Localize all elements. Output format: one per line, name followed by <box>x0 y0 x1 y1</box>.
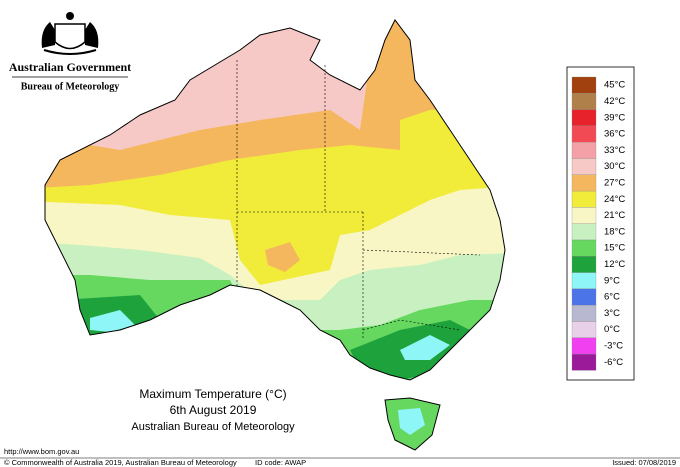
legend-swatch <box>571 272 597 290</box>
legend-label: 6°C <box>604 292 620 303</box>
tasmania-cold-area <box>398 408 425 435</box>
legend-swatch <box>571 223 597 241</box>
legend-label: -3°C <box>604 340 623 351</box>
map-title: Maximum Temperature (°C) <box>139 387 286 401</box>
legend-swatch <box>571 76 597 94</box>
legend-label: 12°C <box>604 259 625 270</box>
legend-label: 18°C <box>604 226 625 237</box>
legend-swatch <box>571 93 597 110</box>
legend-label: 9°C <box>604 275 620 286</box>
legend-label: 15°C <box>604 243 625 254</box>
legend-swatch <box>571 142 597 159</box>
state-borders <box>236 60 481 340</box>
coat-of-arms <box>41 12 99 55</box>
legend-label: -6°C <box>604 357 623 368</box>
legend: 45°C 42°C 39°C 36°C 33°C 30°C 27°C 24°C 21°C 18°C… <box>571 76 625 371</box>
legend-label: 30°C <box>604 161 625 172</box>
footer-url: http://www.bom.gov.au <box>4 447 79 456</box>
legend-swatch <box>571 305 597 322</box>
map-source: Australian Bureau of Meteorology <box>131 421 295 433</box>
legend-swatch <box>571 207 597 224</box>
legend-swatch <box>571 288 597 306</box>
coastline <box>44 19 506 381</box>
footer-copyright: © Commonwealth of Australia 2019, Austra… <box>4 458 237 467</box>
legend-swatch <box>571 158 597 175</box>
footer-issued: Issued: 07/08/2019 <box>612 458 676 467</box>
agency-name: Bureau of Meteorology <box>21 81 120 92</box>
legend-label: 0°C <box>604 324 620 335</box>
legend-swatch <box>571 174 597 192</box>
government-name: Australian Government <box>9 60 131 74</box>
legend-swatch <box>571 337 597 355</box>
legend-label: 42°C <box>604 96 625 107</box>
legend-label: 3°C <box>604 308 620 319</box>
legend-swatch <box>571 109 597 127</box>
map-date: 6th August 2019 <box>170 403 257 417</box>
legend-swatch <box>571 190 597 208</box>
legend-label: 39°C <box>604 112 625 123</box>
legend-label: 24°C <box>604 194 625 205</box>
legend-label: 36°C <box>604 129 625 140</box>
legend-label: 45°C <box>604 80 625 91</box>
footer-id-code: ID code: AWAP <box>255 458 306 467</box>
legend-label: 21°C <box>604 210 625 221</box>
legend-swatch <box>571 256 597 273</box>
legend-swatch <box>571 353 597 371</box>
legend-swatch <box>571 321 597 338</box>
legend-swatch <box>571 239 597 257</box>
legend-swatch <box>571 125 597 143</box>
legend-label: 33°C <box>604 145 625 156</box>
legend-label: 27°C <box>604 177 625 188</box>
